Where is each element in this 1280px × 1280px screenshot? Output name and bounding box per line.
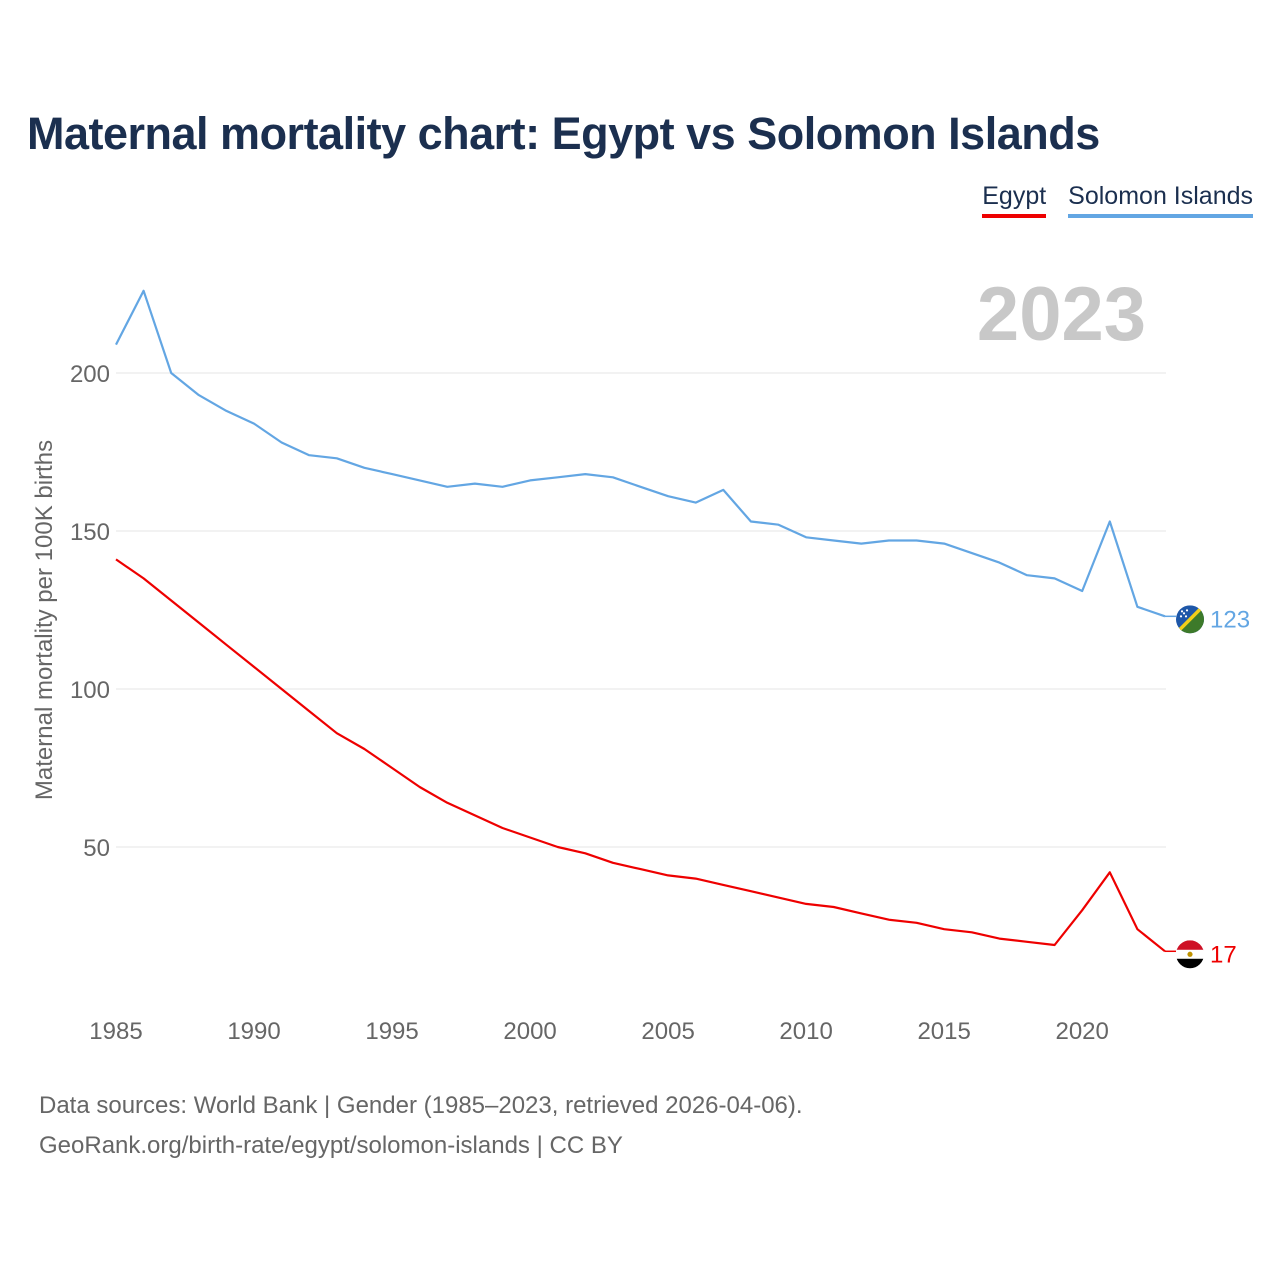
x-tick-label: 2010 bbox=[779, 1018, 832, 1045]
y-axis-title: Maternal mortality per 100K births bbox=[31, 440, 58, 800]
y-tick-label: 200 bbox=[70, 361, 110, 388]
x-tick-label: 1985 bbox=[89, 1018, 142, 1045]
end-value-label-solomon-islands: 123 bbox=[1210, 606, 1250, 633]
x-tick-label: 2015 bbox=[917, 1018, 970, 1045]
solomon-islands-flag-icon bbox=[1176, 605, 1204, 634]
y-axis-ticks: 50 100 150 200 bbox=[70, 361, 110, 862]
footer: Data sources: World Bank | Gender (1985–… bbox=[39, 1086, 803, 1166]
series-line-egypt[interactable] bbox=[115, 558, 1166, 953]
year-label: 2023 bbox=[977, 272, 1146, 357]
gridlines bbox=[116, 372, 1166, 848]
egypt-flag-icon bbox=[1176, 940, 1204, 969]
chart-title: Maternal mortality chart: Egypt vs Solom… bbox=[27, 108, 1100, 159]
x-tick-label: 2020 bbox=[1055, 1018, 1108, 1045]
x-tick-label: 1990 bbox=[227, 1018, 280, 1045]
end-value-label-egypt: 17 bbox=[1210, 941, 1237, 968]
legend-item-egypt[interactable]: Egypt bbox=[982, 182, 1047, 218]
x-tick-label: 1995 bbox=[365, 1018, 418, 1045]
legend-item-solomon-islands[interactable]: Solomon Islands bbox=[1068, 182, 1253, 218]
source-url[interactable]: GeoRank.org/birth-rate/egypt/solomon-isl… bbox=[39, 1132, 623, 1159]
y-tick-label: 50 bbox=[83, 835, 110, 862]
end-markers: 17 123 bbox=[1165, 605, 1250, 969]
y-tick-label: 100 bbox=[70, 677, 110, 704]
series bbox=[115, 289, 1166, 953]
y-tick-label: 150 bbox=[70, 519, 110, 546]
legend: Egypt Solomon Islands bbox=[982, 182, 1253, 218]
series-line-solomon-islands[interactable] bbox=[115, 289, 1166, 618]
source-note: Data sources: World Bank | Gender (1985–… bbox=[39, 1092, 803, 1119]
x-axis-ticks: 1985 1990 1995 2000 2005 2010 2015 2020 bbox=[89, 1018, 1109, 1045]
line-chart: 2023 50 100 150 200 1985 1990 1995 2000 2005 201… bbox=[31, 272, 1250, 1045]
x-tick-label: 2005 bbox=[641, 1018, 694, 1045]
x-tick-label: 2000 bbox=[503, 1018, 556, 1045]
